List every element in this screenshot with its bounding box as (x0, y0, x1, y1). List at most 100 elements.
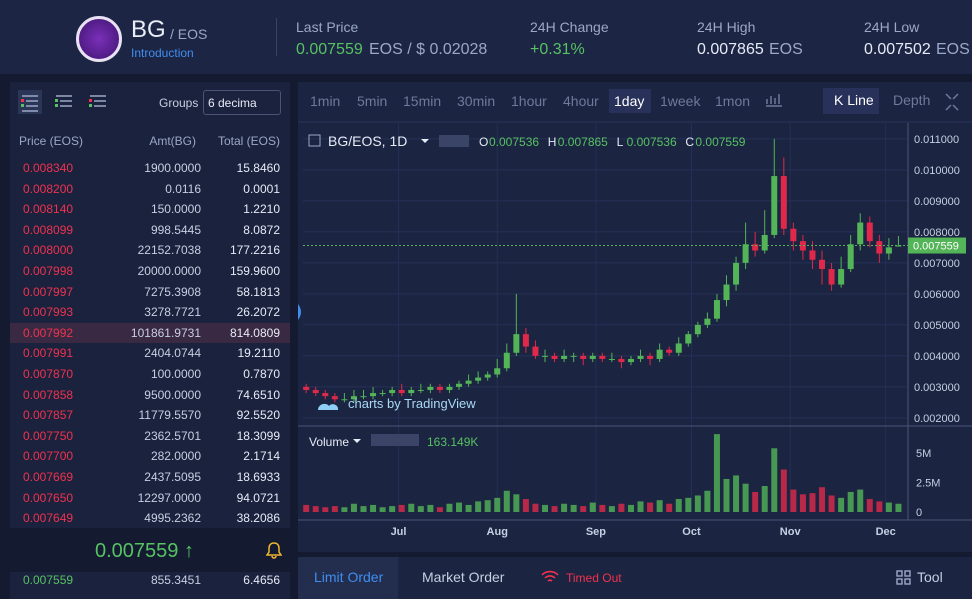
side-handle (298, 304, 301, 320)
interval[interactable]: 1hour (511, 93, 547, 109)
price: 0.007998 (23, 264, 74, 278)
candle-body (838, 269, 845, 285)
interval[interactable]: 4hour (563, 93, 599, 109)
volume-bar (847, 491, 854, 512)
label: Last Price (296, 19, 359, 35)
candle-body (637, 355, 644, 359)
view-tab[interactable]: Depth (893, 92, 930, 108)
wifi-icon (541, 570, 559, 582)
order-row[interactable]: 0.008340 1900.0000 15.8460 (10, 158, 290, 178)
candle-body (561, 355, 568, 359)
order-row[interactable]: 0.007992 101861.9731 814.0809 (10, 322, 290, 343)
volume-bar (761, 486, 768, 512)
candle-body (532, 346, 539, 356)
order-row[interactable]: 0.007993 3278.7721 26.2072 (10, 302, 290, 322)
last-strip (10, 528, 290, 572)
book-view-icons (18, 90, 106, 114)
order-row[interactable]: 0.007857 11779.5570 92.5520 (10, 405, 290, 425)
volume-bar (417, 506, 424, 512)
groups-select[interactable]: 6 decima (203, 90, 281, 115)
price: 0.007857 (23, 408, 74, 423)
y-tick-label: 0.007000 (914, 258, 960, 270)
volume-bar (370, 504, 377, 512)
label: 24H Low (864, 19, 920, 35)
candle-body (713, 300, 720, 319)
order-row[interactable]: 0.007870 100.0000 0.7870 (10, 364, 290, 384)
view-tab[interactable]: K Line (834, 92, 874, 108)
volume-bar (427, 504, 434, 512)
interval[interactable]: 5min (357, 93, 387, 109)
total: 1.2210 (243, 202, 280, 217)
introduction-link[interactable]: Introduction (131, 46, 194, 60)
chart-title: BG/EOS, 1D (328, 133, 407, 149)
order-row[interactable]: 0.007559 855.3451 6.4656 (10, 570, 290, 590)
order-row[interactable]: 0.007649 4995.2362 38.2086 (10, 508, 290, 528)
interval[interactable]: 15min (403, 93, 441, 109)
order-row[interactable]: 0.007650 12297.0000 94.0721 (10, 488, 290, 508)
candle-body (360, 396, 367, 398)
candle-body (685, 334, 692, 344)
tab-active-bg (298, 557, 398, 599)
volume-bar (733, 475, 740, 512)
ohlc-value: 0.007559 (695, 135, 745, 149)
volume-bar (838, 497, 845, 512)
volume-bar (713, 434, 720, 512)
candle-body (608, 358, 615, 360)
bell-icon[interactable] (266, 541, 282, 559)
price: 0.007997 (23, 284, 74, 299)
total: 74.6510 (236, 387, 280, 402)
y-tick-label: 0.010000 (914, 165, 960, 177)
volume-bar (819, 487, 826, 512)
tool[interactable]: Tool (917, 569, 943, 585)
order-row[interactable]: 0.007997 7275.3908 58.1813 (10, 282, 290, 302)
volume-bar (456, 502, 463, 512)
order-row[interactable]: 0.007669 2437.5095 18.6933 (10, 467, 290, 487)
last-price-unit: EOS / $ 0.02028 (369, 41, 487, 59)
volume-bar (398, 504, 405, 512)
volume-bar (379, 507, 386, 512)
tab[interactable]: Limit Order (314, 569, 384, 585)
candle-body (723, 284, 730, 301)
candle-body (580, 355, 587, 359)
order-row[interactable]: 0.008140 150.0000 1.2210 (10, 199, 290, 219)
candle-body (618, 358, 625, 363)
candle-body (771, 176, 778, 235)
last-price-tag (908, 237, 966, 254)
tab[interactable]: Market Order (422, 569, 505, 585)
volume-bar (885, 502, 892, 512)
total: 0.0001 (243, 181, 280, 196)
volume-bar (503, 490, 510, 512)
total: 38.2086 (236, 511, 280, 526)
order-row[interactable]: 0.008200 0.0116 0.0001 (10, 179, 290, 199)
price: 0.007559 (23, 573, 74, 587)
order-row[interactable]: 0.007700 282.0000 2.1714 (10, 446, 290, 466)
candle-body (465, 380, 472, 384)
candle-body (503, 352, 510, 369)
order-row[interactable]: 0.007998 20000.0000 159.9600 (10, 261, 290, 281)
volume-icons (371, 434, 419, 446)
volume-bar (494, 497, 501, 512)
order-row[interactable]: 0.008099 998.5445 8.0872 (10, 220, 290, 240)
interval[interactable]: 30min (457, 93, 495, 109)
total: 159.9600 (229, 264, 280, 278)
volume-bar (666, 503, 673, 512)
interval[interactable]: 1week (660, 93, 701, 109)
order-row[interactable]: 0.007991 2404.0744 19.2110 (10, 343, 290, 363)
price: 0.008099 (23, 222, 74, 237)
change: +0.31% (530, 41, 585, 58)
header: BG / EOS Introduction Last Price 0.00755… (0, 0, 972, 74)
order-row[interactable]: 0.007858 9500.0000 74.6510 (10, 385, 290, 405)
interval[interactable]: 1mon (715, 93, 750, 109)
order-row[interactable]: 0.007750 2362.5701 18.3099 (10, 426, 290, 446)
interval[interactable]: 1min (310, 93, 340, 109)
volume-bar (599, 504, 606, 512)
last-price: 0.007559 (296, 41, 363, 58)
price: 0.007750 (23, 428, 74, 443)
order-row[interactable]: 0.008000 22152.7038 177.2216 (10, 240, 290, 260)
candle-body (417, 389, 424, 391)
ohlc-value: 0.007536 (489, 135, 539, 149)
volume-bar (656, 500, 663, 512)
amount: 100.0000 (150, 367, 201, 381)
interval[interactable]: 1day (614, 93, 644, 109)
candle-body (885, 247, 892, 254)
